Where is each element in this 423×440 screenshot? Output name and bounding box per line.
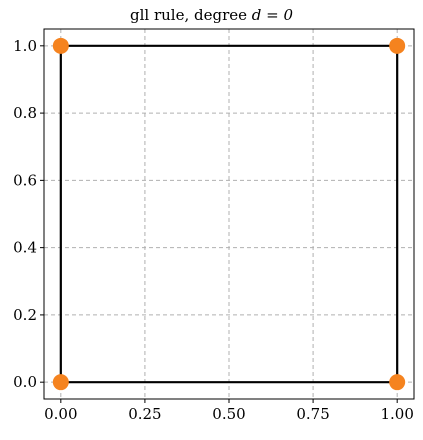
y-tick-label-3: 0.6 [13,171,37,189]
x-tick-label-4: 1.00 [380,405,413,423]
y-tick-label-0: 0.0 [13,373,37,391]
grid-lines [44,29,414,399]
y-tick-label-1: 0.2 [13,306,37,324]
x-tick-label-1: 0.25 [128,405,161,423]
chart-title-math: d = 0 [251,6,294,24]
quadrature-point-3 [389,37,406,54]
quadrature-points-layer [52,37,406,391]
x-tick-label-0: 0.00 [44,405,77,423]
y-tick-label-4: 0.8 [13,104,37,122]
x-tick-label-3: 0.75 [296,405,329,423]
axis-ticks: 0.00 0.25 0.50 0.75 1.00 0.0 0.2 0.4 0.6 0.8 1.0 [13,37,414,423]
chart-title-text: gll rule, degree [129,6,252,24]
y-tick-label-2: 0.4 [13,239,37,257]
quadrature-point-2 [52,37,69,54]
chart-title: gll rule, degree d = 0 [0,6,423,24]
quadrature-point-0 [52,374,69,391]
x-tick-label-2: 0.50 [212,405,245,423]
y-tick-label-5: 1.0 [13,37,37,55]
quadrature-point-1 [389,374,406,391]
